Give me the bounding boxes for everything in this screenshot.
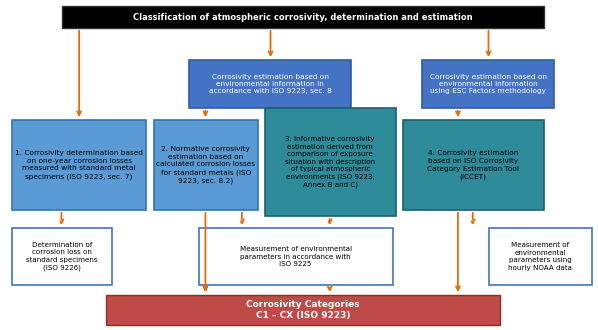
Text: Measurement of environmental
parameters in accordance with
ISO 9225: Measurement of environmental parameters … [240, 246, 352, 267]
Text: Corrosivity estimation based on
environmental information in
accordance with ISO: Corrosivity estimation based on environm… [209, 74, 331, 94]
Text: 1. Corrosivity determination based
on one-year corrosion losses
measured with st: 1. Corrosivity determination based on on… [15, 150, 143, 180]
FancyBboxPatch shape [402, 120, 544, 210]
FancyBboxPatch shape [12, 120, 147, 210]
FancyBboxPatch shape [188, 60, 352, 108]
Text: Classification of atmospheric corrosivity, determination and estimation: Classification of atmospheric corrosivit… [133, 13, 473, 21]
FancyBboxPatch shape [154, 120, 258, 210]
FancyBboxPatch shape [62, 6, 544, 28]
Text: Corrosivity estimation based on
environmental information
using ESC Factors meth: Corrosivity estimation based on environm… [429, 74, 547, 94]
Text: Corrosivity Categories
C1 – CX (ISO 9223): Corrosivity Categories C1 – CX (ISO 9223… [246, 300, 360, 320]
FancyBboxPatch shape [264, 108, 396, 216]
FancyBboxPatch shape [199, 228, 393, 285]
Text: 4. Corrosivity estimation
based on ISO Corrosivity
Category Estimation Tool
(ICC: 4. Corrosivity estimation based on ISO C… [427, 150, 519, 180]
Text: Measurement of
environmental
parameters using
hourly NOAA data: Measurement of environmental parameters … [508, 242, 572, 271]
Text: Determination of
corrosion loss on
standard specimens
(ISO 9226): Determination of corrosion loss on stand… [26, 242, 97, 271]
FancyBboxPatch shape [422, 60, 554, 108]
Text: 3. Informative corrosivity
estimation derived from
comparison of exposure
situat: 3. Informative corrosivity estimation de… [285, 136, 376, 188]
FancyBboxPatch shape [489, 228, 592, 285]
FancyBboxPatch shape [12, 228, 112, 285]
Text: 2. Normative corrosivity
estimation based on
calculated corrosion losses
for sta: 2. Normative corrosivity estimation base… [157, 147, 255, 183]
FancyBboxPatch shape [106, 295, 501, 325]
